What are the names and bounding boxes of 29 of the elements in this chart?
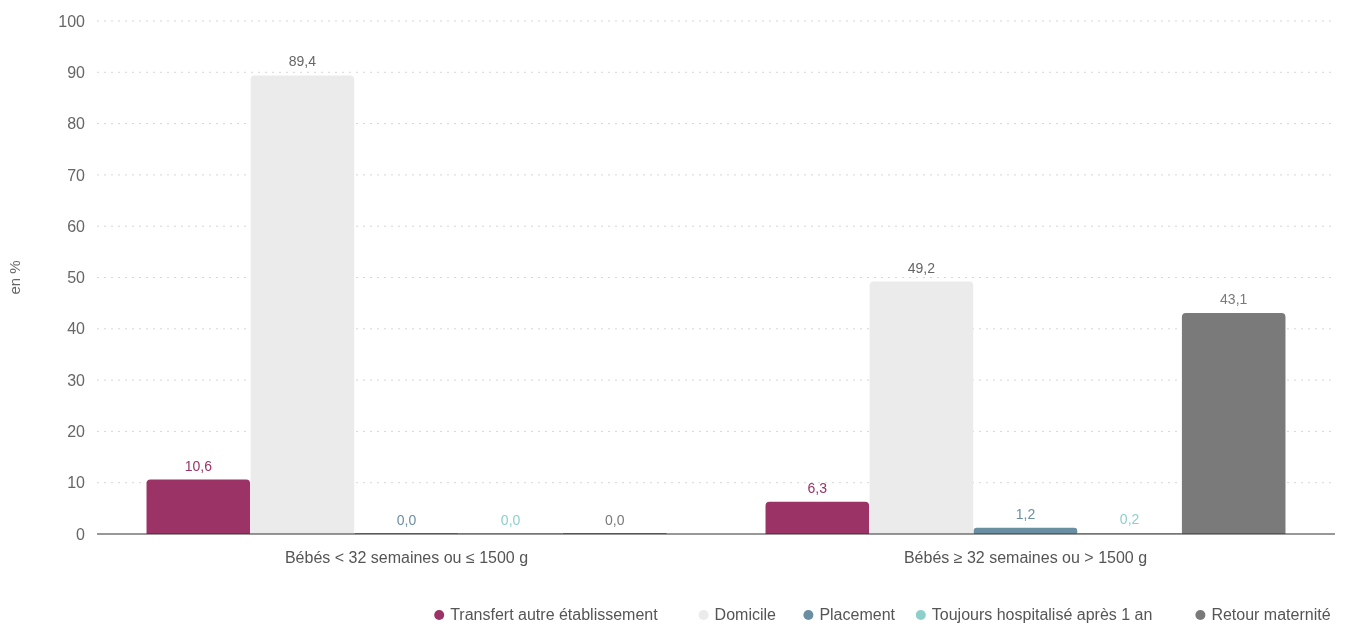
- y-tick-label: 40: [67, 320, 86, 338]
- legend-label: Transfert autre établissement: [450, 606, 659, 623]
- data-label: 0,0: [604, 512, 625, 528]
- y-tick-label: 10: [67, 474, 86, 492]
- legend-label: Toujours hospitalisé après 1 an: [931, 606, 1153, 623]
- data-label: 6,3: [807, 479, 828, 496]
- y-tick-label: 30: [67, 371, 86, 389]
- legend-label: Domicile: [714, 606, 777, 623]
- data-label: 1,2: [1015, 505, 1036, 522]
- data-label: 10,6: [184, 457, 213, 474]
- y-tick-label: 80: [67, 115, 86, 133]
- y-tick-label: 20: [67, 423, 86, 440]
- data-label: 43,1: [1220, 290, 1248, 307]
- y-axis-title: en %: [6, 260, 23, 295]
- x-tick-label: Bébés < 32 semaines ou ≤ 1500 g: [284, 549, 529, 566]
- y-tick-label: 100: [58, 12, 86, 30]
- x-tick-label: Bébés ≥ 32 semaines ou > 1500 g: [903, 549, 1148, 566]
- data-label: 49,2: [907, 259, 936, 276]
- y-tick-label: 60: [67, 217, 86, 235]
- data-label: 0,0: [500, 512, 521, 528]
- data-label: 0,0: [396, 512, 417, 528]
- y-tick-label: 70: [67, 166, 86, 184]
- y-tick-label: 0: [76, 525, 86, 543]
- y-tick-label: 50: [67, 269, 86, 287]
- y-tick-label: 90: [67, 63, 86, 81]
- data-label: 89,4: [288, 53, 317, 70]
- data-label: 0,2: [1119, 510, 1140, 527]
- legend-label: Placement: [819, 606, 896, 623]
- legend-label: Retour maternité: [1211, 606, 1331, 623]
